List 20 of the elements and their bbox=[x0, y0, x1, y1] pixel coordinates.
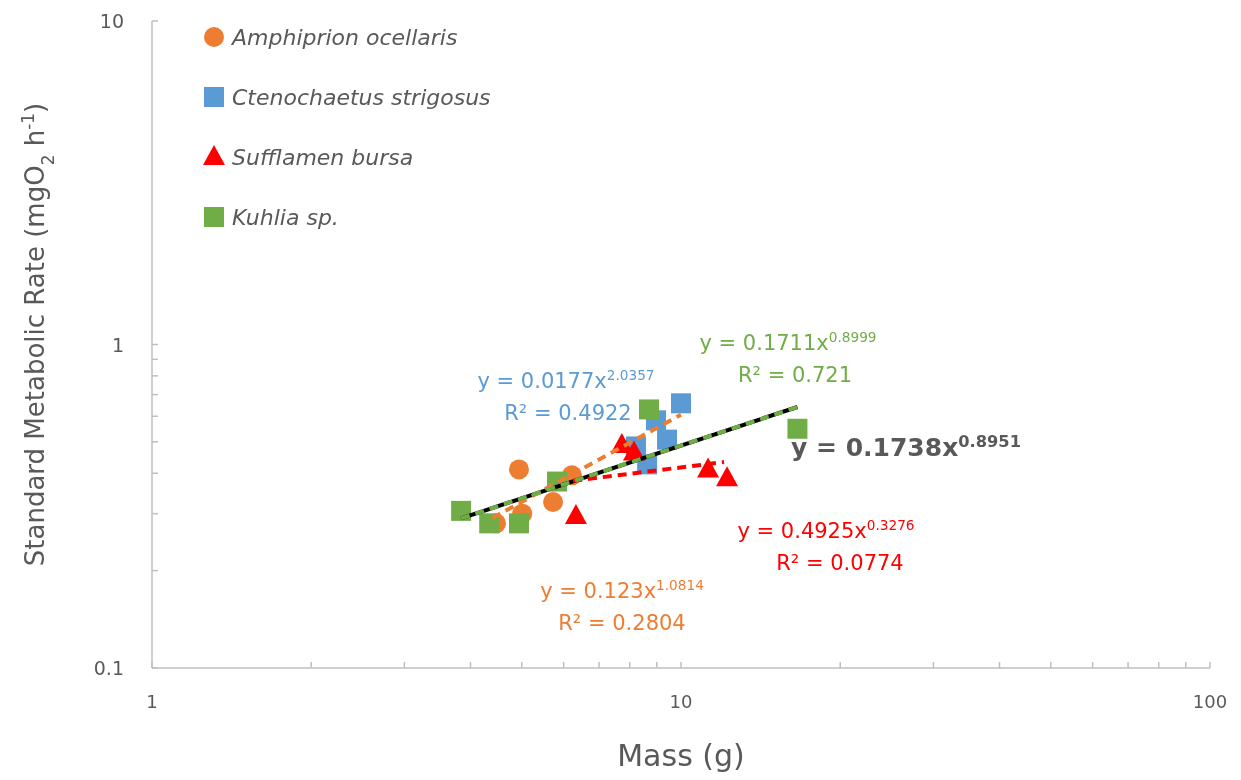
annotation: R² = 0.0774 bbox=[776, 551, 904, 575]
y-tick-label: 0.1 bbox=[93, 657, 124, 679]
annotation: y = 0.1711x$^{0.8999}$ bbox=[699, 329, 877, 355]
annotation: R² = 0.4922 bbox=[504, 401, 632, 425]
annotation: y = 0.0177x$^{2.0357}$ bbox=[477, 367, 655, 393]
annotation: R² = 0.2804 bbox=[558, 611, 686, 635]
legend-label: Kuhlia sp. bbox=[232, 205, 339, 230]
legend-label: Ctenochaetus strigosus bbox=[232, 85, 491, 110]
annotation: y = 0.4925x$^{0.3276}$ bbox=[737, 517, 915, 543]
annotation: R² = 0.721 bbox=[737, 363, 853, 387]
y-tick-label: 10 bbox=[99, 10, 124, 32]
annotation: y = 0.123x$^{1.0814}$ bbox=[540, 577, 704, 603]
y-tick-label: 1 bbox=[111, 333, 124, 356]
x-tick-label: 100 bbox=[1192, 691, 1228, 712]
x-tick-label: 1 bbox=[146, 691, 158, 712]
x-axis-title: Mass (g) bbox=[617, 738, 745, 773]
annotation: y = 0.1738x$^{0.8951}$ bbox=[791, 431, 1021, 462]
x-tick-label: 10 bbox=[669, 691, 693, 712]
legend-label: Amphiprion ocellaris bbox=[230, 25, 458, 50]
legend-label: Sufflamen bursa bbox=[232, 145, 414, 170]
